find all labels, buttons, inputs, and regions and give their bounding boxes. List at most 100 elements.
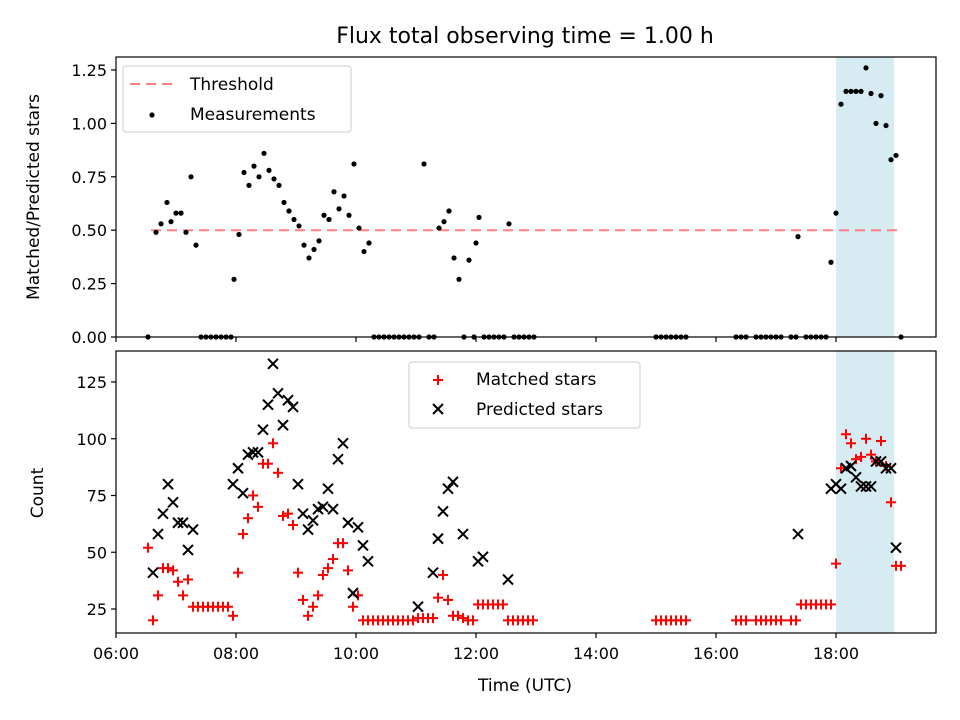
measurement-point: [893, 152, 899, 159]
measurement-point: [178, 210, 184, 216]
predicted-star-point: [427, 566, 439, 579]
matched-star-point: [528, 615, 538, 626]
top-axes-frame: [115, 56, 937, 338]
measurement-point: [231, 276, 237, 282]
matched-star-point: [876, 436, 886, 447]
predicted-star-point: [347, 587, 359, 599]
predicted-star-point: [232, 462, 244, 474]
measurement-point: [858, 88, 864, 94]
predicted-star-point: [237, 487, 249, 499]
measurement-point: [441, 219, 447, 225]
matched-star-point: [283, 508, 293, 519]
matched-star-point: [268, 438, 278, 449]
matched-star-point: [328, 554, 338, 565]
bottom-x-tick-label: 18:00: [813, 644, 859, 663]
matched-star-point: [856, 451, 866, 462]
measurement-point: [276, 182, 282, 188]
predicted-star-point: [172, 517, 184, 529]
measurement-point: [451, 255, 457, 261]
top-y-tick-label: 0.75: [71, 168, 107, 187]
matched-star-point: [163, 563, 173, 574]
matched-star-point: [173, 576, 183, 587]
measurement-point: [164, 199, 170, 206]
measurement-point: [838, 101, 844, 107]
matched-star-point: [323, 563, 333, 574]
measurement-point: [241, 169, 247, 176]
bottom-y-ticks: 25 50 75 100 125: [76, 373, 116, 619]
bottom-axes-frame: [115, 350, 937, 634]
matched-star-point: [228, 610, 238, 621]
matched-star-point: [453, 610, 463, 621]
matched-star-point: [153, 590, 163, 601]
measurement-point: [456, 276, 462, 282]
predicted-star-point: [227, 478, 239, 490]
predicted-star-point: [167, 496, 179, 509]
matched-star-point: [183, 574, 193, 585]
predicted-star-point: [850, 471, 862, 484]
predicted-star-point: [247, 446, 259, 459]
measurement-point: [833, 210, 839, 216]
measurement-point: [878, 93, 884, 99]
bottom-x-tick-label: 06:00: [93, 644, 139, 663]
bottom-x-ticks: 06:00 08:00 10:00 12:00 14:00 16:00 18:00: [93, 633, 859, 663]
top-y-tick-label: 0.25: [71, 275, 107, 294]
measurement-point: [246, 182, 252, 188]
measurement-point: [321, 212, 327, 218]
predicted-star-point: [257, 423, 269, 436]
matched-star-point: [303, 610, 313, 621]
top-y-tick-label: 0.50: [71, 221, 107, 240]
predicted-star-point: [282, 394, 294, 406]
predicted-star-point: [287, 401, 299, 413]
measurement-point: [361, 248, 367, 255]
predicted-star-point: [262, 398, 274, 411]
predicted-star-point: [437, 505, 449, 518]
measurement-point: [848, 88, 854, 94]
predicted-star-point: [357, 539, 369, 552]
predicted-star-point: [267, 358, 279, 370]
matched-star-point: [791, 615, 801, 626]
measurement-point: [853, 88, 859, 94]
predicted-star-point: [875, 455, 887, 468]
predicted-star-point: [182, 544, 194, 556]
predicted-star-point: [860, 480, 872, 493]
measurement-point: [153, 229, 159, 235]
measurement-point: [873, 120, 879, 126]
matched-stars-points: [143, 429, 906, 626]
predicted-star-point: [277, 419, 289, 431]
measurement-point: [306, 255, 312, 261]
measurement-point: [188, 174, 194, 180]
measurement-points: [145, 65, 904, 340]
predicted-star-point: [177, 517, 189, 529]
top-panel: Flux total observing time = 1.00 h Match…: [24, 24, 937, 347]
matched-star-point: [168, 565, 178, 576]
matched-star-point: [243, 513, 253, 524]
measurement-point: [356, 225, 362, 231]
legend-measurements-label: Measurements: [190, 105, 316, 125]
measurement-point: [236, 231, 242, 238]
legend-threshold-label: Threshold: [189, 75, 274, 95]
matched-star-point: [143, 542, 153, 553]
predicted-star-point: [442, 482, 454, 495]
matched-star-point: [288, 520, 298, 531]
predicted-star-point: [502, 573, 514, 586]
matched-star-point: [298, 594, 308, 605]
predicted-star-point: [337, 437, 349, 449]
measurement-point: [158, 221, 164, 227]
bottom-x-axis-label: Time (UTC): [477, 676, 572, 696]
matched-star-point: [428, 613, 438, 624]
measurement-point: [271, 176, 277, 182]
measurement-point: [301, 242, 307, 248]
matched-star-point: [836, 463, 846, 474]
measurement-point: [366, 240, 372, 246]
legend-predicted-label: Predicted stars: [476, 400, 603, 420]
measurement-point: [266, 167, 272, 173]
bottom-legend-box: [408, 361, 641, 429]
predicted-star-point: [252, 446, 264, 459]
measurement-point: [795, 234, 801, 240]
matched-star-point: [233, 567, 243, 578]
predicted-star-point: [317, 501, 329, 513]
predicted-star-point: [332, 453, 344, 465]
matched-star-point: [841, 429, 851, 440]
measurement-point: [326, 216, 332, 223]
